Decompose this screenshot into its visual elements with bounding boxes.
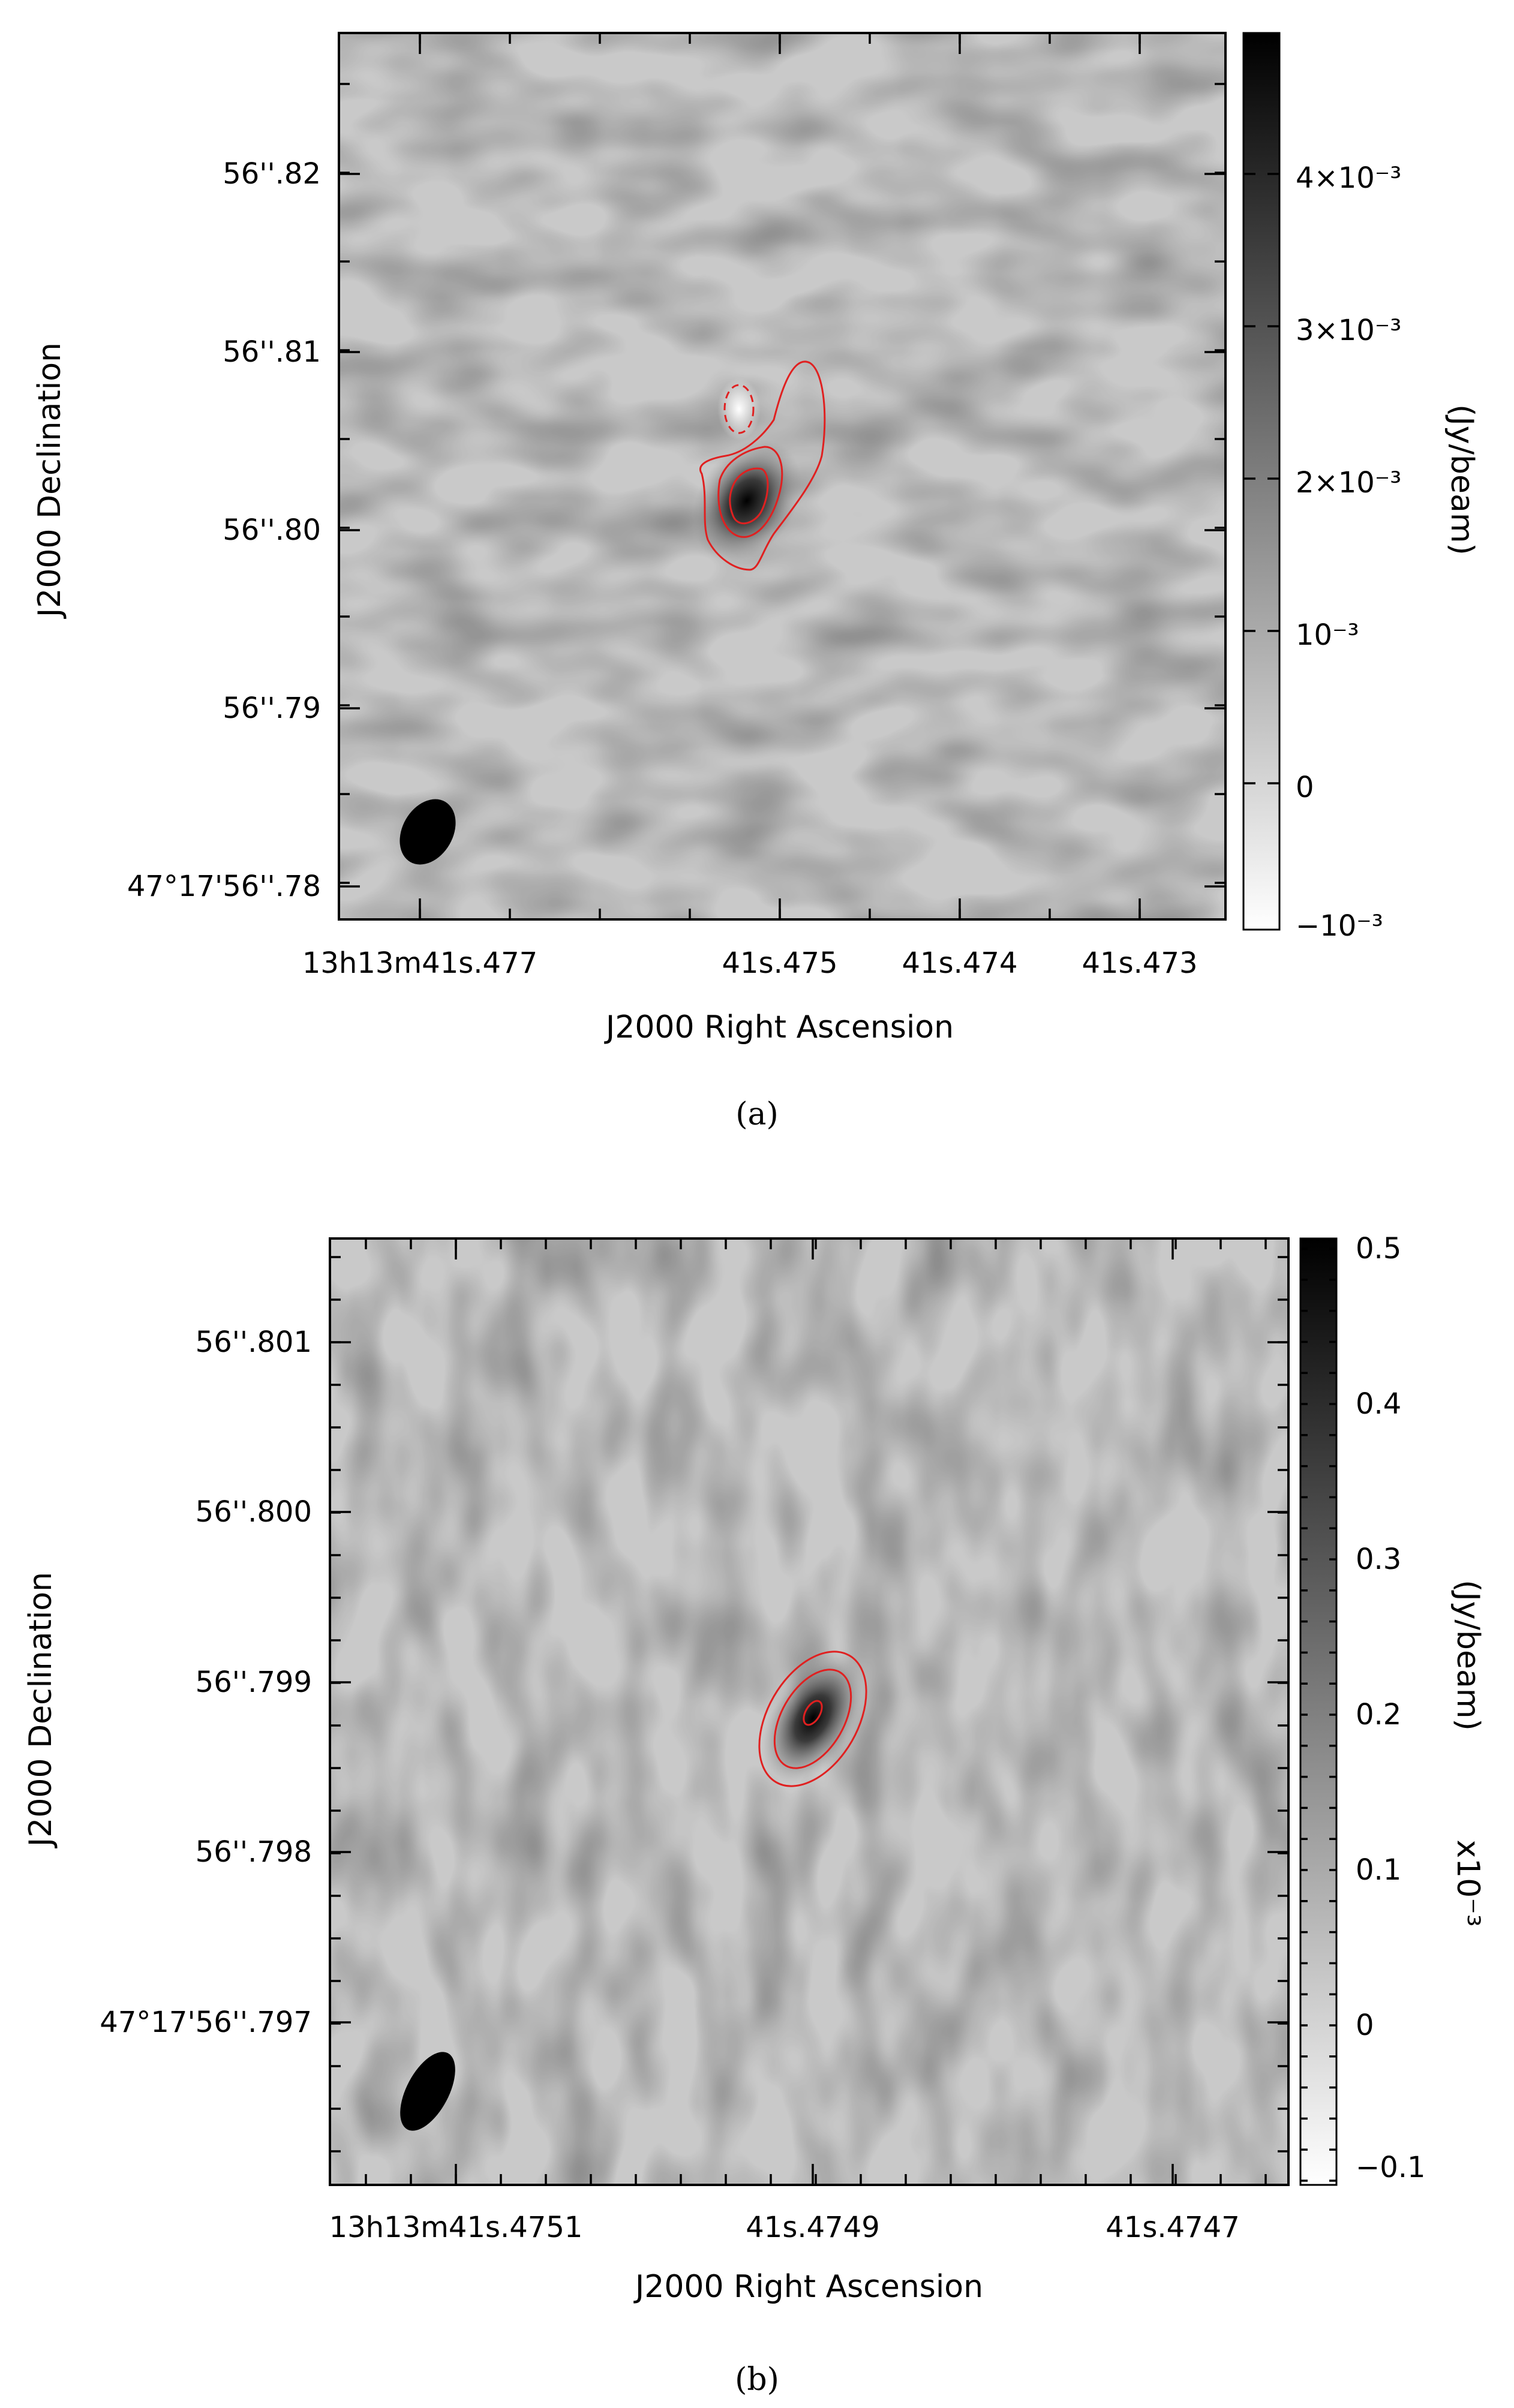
colorbar-ticks-a <box>1243 173 1279 784</box>
caption-a: (a) <box>735 1096 779 1132</box>
cb-tick-a-2: 2×10⁻³ <box>1296 466 1401 500</box>
beam-ellipse-a <box>399 799 456 865</box>
y-tick-b-0: 56''.801 <box>196 1325 312 1359</box>
cb-tick-b-1: 0.4 <box>1356 1387 1401 1421</box>
cb-tick-b-4: 0.1 <box>1356 1853 1401 1887</box>
cb-tick-a-0: 4×10⁻³ <box>1296 161 1401 195</box>
x-tick-a-3: 41s.473 <box>1082 946 1198 980</box>
y-axis-label-a: J2000 Declination <box>32 342 68 619</box>
ticks-a <box>339 33 1225 919</box>
contour-mid-a <box>717 446 783 538</box>
contour-negative-a <box>723 384 755 434</box>
panel-a: 56''.82 56''.81 56''.80 56''.79 47°17'56… <box>32 32 1480 1132</box>
y-tick-b-3: 56''.798 <box>196 1835 312 1869</box>
colorbar-multiplier-b: x10⁻³ <box>1450 1839 1486 1926</box>
colorbar-label-b: (Jy/beam) <box>1450 1580 1486 1731</box>
colorbar-b <box>1299 1237 1338 2186</box>
y-tick-b-1: 56''.800 <box>196 1495 312 1529</box>
y-tick-a-0: 56''.82 <box>223 157 321 191</box>
x-tick-a-1: 41s.475 <box>722 946 838 980</box>
x-tick-a-2: 41s.474 <box>902 946 1018 980</box>
x-tick-b-1: 41s.4749 <box>746 2211 880 2244</box>
plot-frame-b <box>329 1237 1290 2186</box>
y-axis-label-b: J2000 Declination <box>23 1572 59 1848</box>
x-axis-label-b: J2000 Right Ascension <box>633 2269 983 2305</box>
colorbar-ticks-b <box>1300 1247 1336 2182</box>
cb-tick-b-5: 0 <box>1356 2009 1374 2042</box>
y-tick-a-2: 56''.80 <box>223 513 321 547</box>
y-tick-b-2: 56''.799 <box>196 1666 312 1699</box>
x-tick-b-0: 13h13m41s.4751 <box>329 2211 583 2244</box>
panel-b: 56''.801 56''.800 56''.799 56''.798 47°1… <box>23 1232 1486 2398</box>
caption-b: (b) <box>735 2362 779 2398</box>
ticks-b <box>330 1238 1288 2185</box>
colorbar-label-a: (Jy/beam) <box>1444 404 1480 555</box>
cb-tick-a-5: −10⁻³ <box>1296 909 1383 943</box>
y-tick-b-4: 47°17'56''.797 <box>100 2006 312 2039</box>
cb-tick-a-4: 0 <box>1296 771 1314 804</box>
contour-inner-a <box>729 467 769 525</box>
cb-tick-a-1: 3×10⁻³ <box>1296 314 1401 347</box>
cb-tick-b-3: 0.2 <box>1356 1698 1401 1731</box>
contour-outer-b <box>758 1651 867 1787</box>
cb-tick-a-3: 10⁻³ <box>1296 618 1359 652</box>
cb-tick-b-6: −0.1 <box>1356 2151 1426 2184</box>
source-emission-a <box>692 440 801 562</box>
y-tick-a-1: 56''.81 <box>223 335 321 369</box>
x-tick-a-0: 13h13m41s.477 <box>302 946 537 980</box>
x-axis-label-a: J2000 Right Ascension <box>604 1009 954 1045</box>
y-tick-a-3: 56''.79 <box>223 692 321 725</box>
contour-inner-b <box>803 1700 823 1726</box>
cb-tick-b-2: 0.3 <box>1356 1543 1401 1576</box>
contour-outer-a <box>699 360 826 571</box>
y-tick-a-4: 47°17'56''.78 <box>127 870 321 903</box>
beam-ellipse-b <box>400 2052 455 2131</box>
colorbar-a <box>1242 32 1281 931</box>
x-tick-b-2: 41s.4747 <box>1106 2211 1240 2244</box>
cb-tick-b-0: 0.5 <box>1356 1232 1401 1265</box>
source-emission-b <box>761 1652 864 1784</box>
contour-mid-b <box>773 1669 852 1769</box>
plot-frame-a <box>338 32 1227 921</box>
